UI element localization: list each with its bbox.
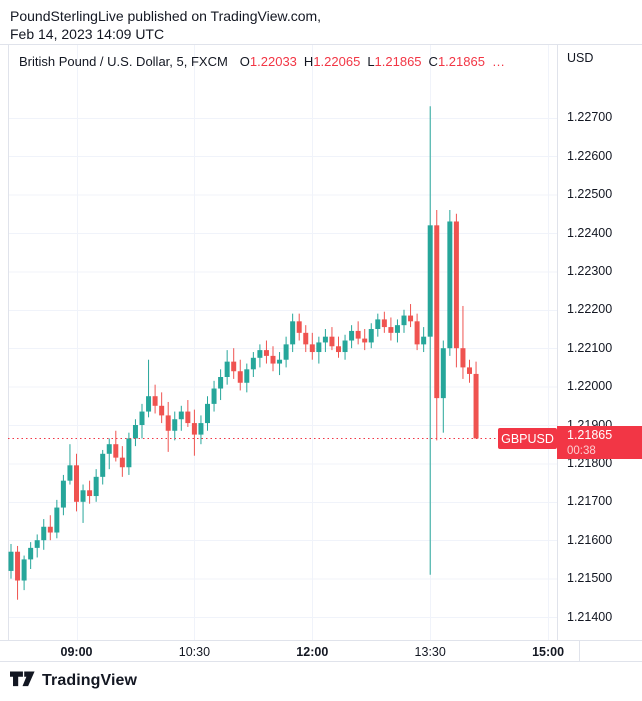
price-tick-label: 1.22200 [567, 302, 613, 317]
price-tick-label: 1.21600 [567, 532, 613, 547]
price-tick-label: 1.22500 [567, 187, 613, 202]
tradingview-footer[interactable]: TradingView [10, 671, 137, 691]
candlestick-series [8, 106, 479, 600]
price-tick-label: 1.22000 [567, 379, 613, 394]
ohlc-high-value: 1.22065 [313, 54, 361, 69]
time-axis-label: 15:00 [532, 645, 565, 659]
last-price-value: 1.21865 [567, 428, 613, 442]
ohlc-open-value: 1.22033 [249, 54, 297, 69]
price-tick-label: 1.22400 [567, 225, 613, 240]
price-tick-label: 1.21800 [567, 455, 613, 470]
attribution-line1: PoundSterlingLive published on TradingVi… [10, 8, 322, 24]
attribution-line2: Feb 14, 2023 14:09 UTC [10, 26, 165, 42]
tradingview-brand-text: TradingView [42, 672, 138, 689]
price-tick-label: 1.21400 [567, 609, 613, 624]
time-axis-label: 13:30 [414, 645, 446, 659]
price-tick-label: 1.22600 [567, 148, 613, 163]
price-axis-currency-label: USD [567, 51, 594, 65]
time-axis-label: 12:00 [296, 645, 329, 659]
ohlc-close-label: C [428, 54, 438, 69]
ohlc-low-value: 1.21865 [374, 54, 422, 69]
legend-truncation-ellipsis: … [491, 54, 505, 69]
price-tick-label: 1.22700 [567, 110, 613, 125]
bar-countdown: 00:38 [567, 445, 596, 457]
ohlc-open-label: O [239, 54, 250, 69]
tradingview-logo-icon [10, 671, 35, 687]
time-axis-label: 09:00 [60, 645, 93, 659]
price-tick-label: 1.22100 [567, 340, 613, 355]
last-price-badge: 1.21865 00:38 [557, 426, 642, 459]
attribution-header: PoundSterlingLive published on TradingVi… [10, 7, 321, 43]
price-line-symbol-badge: GBPUSD [498, 428, 557, 449]
grid-lines [8, 44, 557, 640]
pane-borders [0, 44, 642, 662]
ohlc-close-value: 1.21865 [437, 54, 485, 69]
price-tick-label: 1.22300 [567, 263, 613, 278]
ohlc-high-label: H [303, 54, 314, 69]
price-tick-label: 1.21500 [567, 571, 613, 586]
time-axis-label: 10:30 [178, 645, 211, 659]
price-tick-label: 1.21700 [567, 494, 613, 509]
symbol-title: British Pound / U.S. Dollar, 5, FXCM [19, 54, 228, 69]
ohlc-low-label: L [367, 54, 375, 69]
symbol-legend[interactable]: British Pound / U.S. Dollar, 5, FXCM O1.2… [19, 54, 505, 69]
